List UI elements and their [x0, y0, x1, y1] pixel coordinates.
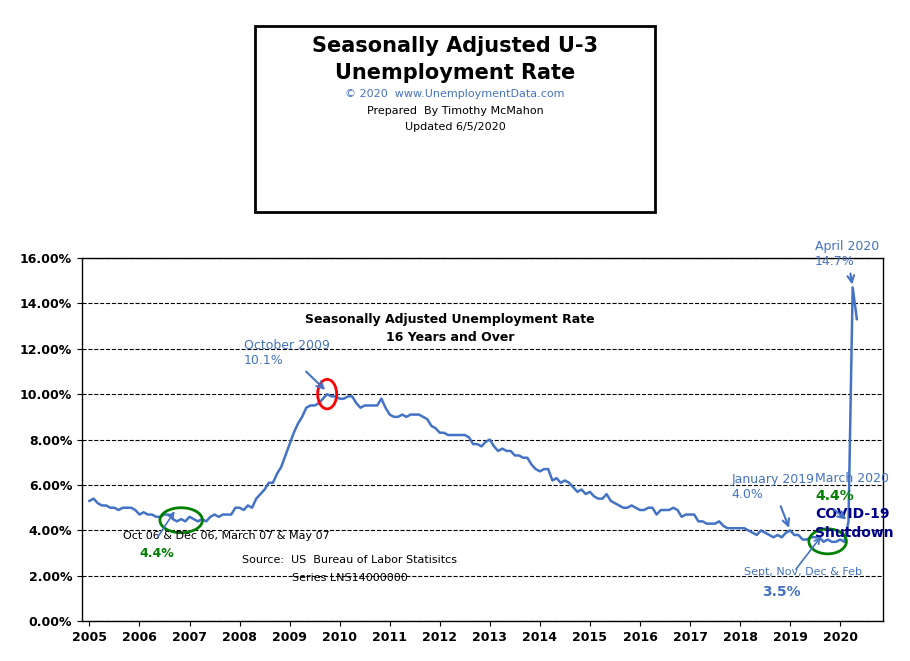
- Text: 4.4%: 4.4%: [139, 547, 174, 560]
- Text: April 2020
14.7%: April 2020 14.7%: [815, 240, 879, 282]
- Text: March 2020: March 2020: [815, 472, 889, 485]
- Text: Seasonally Adjusted U-3: Seasonally Adjusted U-3: [312, 36, 598, 56]
- Text: Updated 6/5/2020: Updated 6/5/2020: [405, 122, 505, 132]
- Text: January 2019
4.0%: January 2019 4.0%: [732, 473, 814, 525]
- Text: 3.5%: 3.5%: [762, 585, 801, 599]
- Text: Shutdown: Shutdown: [815, 525, 894, 539]
- Text: Series LNS14000000: Series LNS14000000: [292, 573, 408, 583]
- Text: 16 Years and Over: 16 Years and Over: [386, 330, 514, 344]
- Text: © 2020  www.UnemploymentData.com: © 2020 www.UnemploymentData.com: [345, 89, 565, 98]
- Text: October 2009
10.1%: October 2009 10.1%: [244, 339, 329, 388]
- Text: Unemployment Rate: Unemployment Rate: [335, 63, 575, 83]
- Text: 4.4%: 4.4%: [815, 489, 854, 503]
- Text: COVID-19: COVID-19: [815, 508, 890, 522]
- Text: Oct 06 & Dec 06, March 07 & May 07: Oct 06 & Dec 06, March 07 & May 07: [123, 531, 329, 541]
- Text: Sept, Nov, Dec & Feb: Sept, Nov, Dec & Feb: [744, 568, 863, 578]
- Text: Source:  US  Bureau of Labor Statisitcs: Source: US Bureau of Labor Statisitcs: [242, 555, 457, 565]
- Text: Prepared  By Timothy McMahon: Prepared By Timothy McMahon: [367, 106, 543, 116]
- Text: Seasonally Adjusted Unemployment Rate: Seasonally Adjusted Unemployment Rate: [305, 313, 594, 326]
